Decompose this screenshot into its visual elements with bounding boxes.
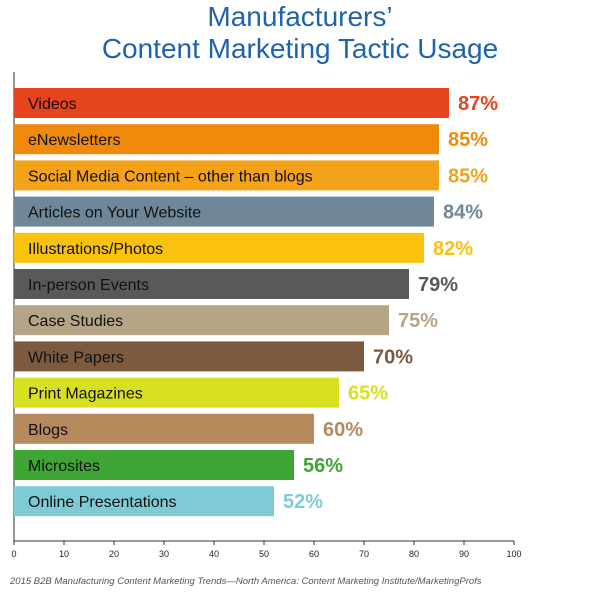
bar-3 [14,196,434,227]
x-tick-label-4: 40 [209,549,219,559]
bar-7 [14,341,364,372]
x-tick-label-9: 90 [459,549,469,559]
value-label-0: 87% [458,93,498,115]
bar-11 [14,486,274,517]
category-label-1: eNewsletters [28,132,120,149]
bar-9 [14,413,314,444]
bar-1 [14,124,439,155]
bar-0 [14,88,449,118]
x-tick-label-5: 50 [259,549,269,559]
value-label-1: 85% [448,129,488,151]
value-label-10: 56% [303,455,343,477]
bar-4 [14,232,424,263]
category-label-4: Illustrations/Photos [28,241,163,258]
x-tick-label-0: 0 [11,549,16,559]
bar-8 [14,377,339,408]
category-label-7: White Papers [28,349,124,366]
x-tick-label-7: 70 [359,549,369,559]
bar-10 [14,450,294,480]
category-label-11: Online Presentations [28,494,177,511]
x-tick-label-8: 80 [409,549,419,559]
value-label-2: 85% [448,165,488,187]
category-label-2: Social Media Content – other than blogs [28,168,313,185]
x-tick-label-10: 100 [506,549,521,559]
category-label-6: Case Studies [28,313,123,330]
value-label-7: 70% [373,346,413,368]
bar-6 [14,305,389,336]
category-label-9: Blogs [28,422,68,439]
value-label-6: 75% [398,310,438,332]
chart-title-line-2: Content Marketing Tactic Usage [101,33,499,64]
value-label-9: 60% [323,419,363,441]
x-tick-label-1: 10 [59,549,69,559]
value-label-8: 65% [348,383,388,405]
category-label-10: Microsites [28,458,100,475]
chart-title-line-1: Manufacturers’ [207,1,393,32]
x-tick-label-6: 60 [309,549,319,559]
value-label-4: 82% [433,238,473,260]
x-tick-label-3: 30 [159,549,169,559]
bar-2 [14,160,439,191]
bar-5 [14,269,409,299]
value-label-3: 84% [443,202,483,224]
value-label-11: 52% [283,491,323,513]
category-label-5: In-person Events [28,277,149,294]
category-label-0: Videos [28,96,77,113]
category-label-8: Print Magazines [28,386,143,403]
category-label-3: Articles on Your Website [28,205,201,222]
value-label-5: 79% [418,274,458,296]
source-note: 2015 B2B Manufacturing Content Marketing… [10,576,482,587]
x-tick-label-2: 20 [109,549,119,559]
